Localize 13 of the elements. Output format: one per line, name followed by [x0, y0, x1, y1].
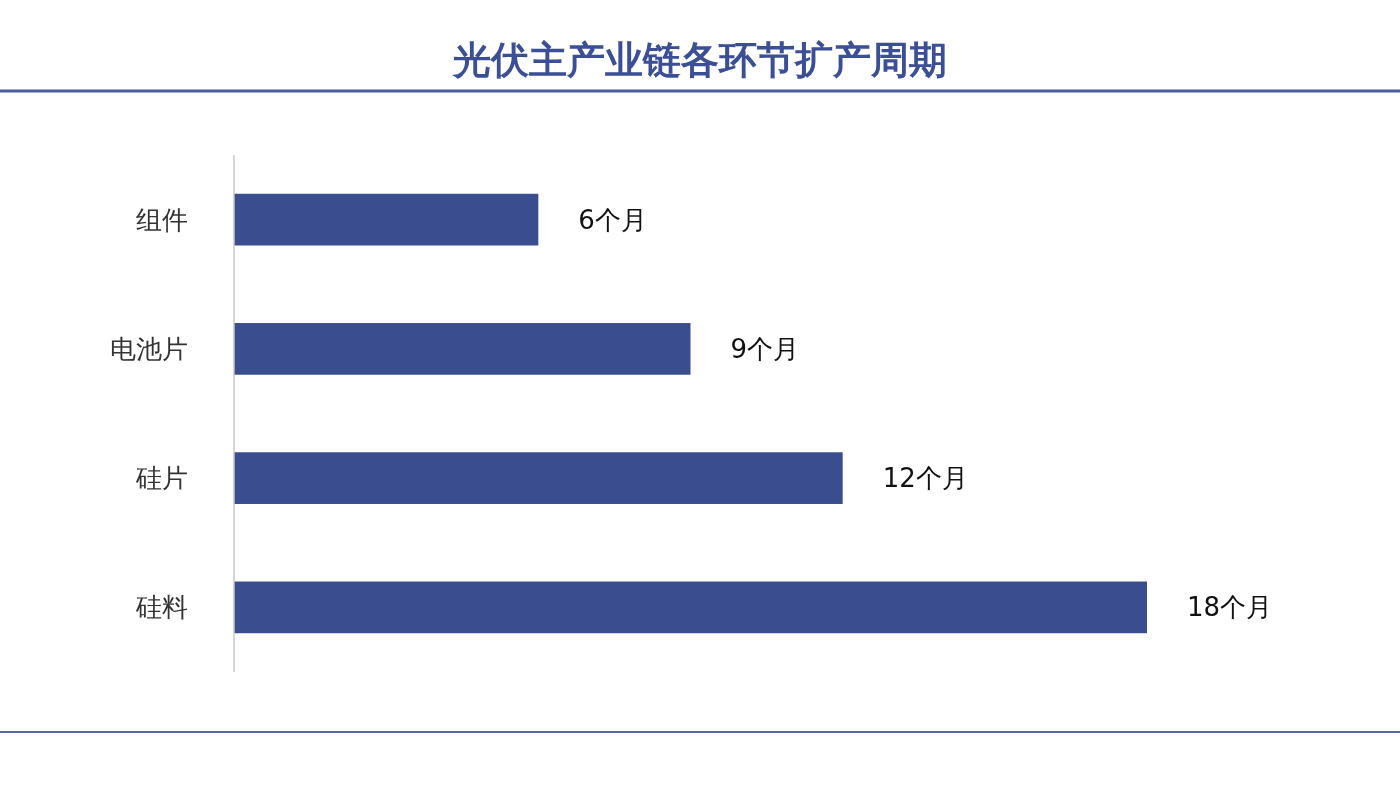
y-tick-label: 组件: [136, 204, 188, 235]
data-label: 18个月: [1187, 592, 1273, 623]
chart-title: 光伏主产业链各环节扩产周期: [451, 38, 947, 82]
bar: [234, 452, 843, 504]
bar: [234, 193, 539, 246]
y-tick-label: 电池片: [110, 333, 188, 364]
bar: [234, 323, 691, 375]
data-label: 9个月: [730, 333, 800, 364]
y-tick-label: 硅片: [135, 463, 188, 494]
bar: [234, 581, 1147, 634]
data-label: 6个月: [578, 204, 647, 235]
data-label: 12个月: [882, 463, 968, 494]
y-tick-label: 硅料: [135, 592, 188, 623]
